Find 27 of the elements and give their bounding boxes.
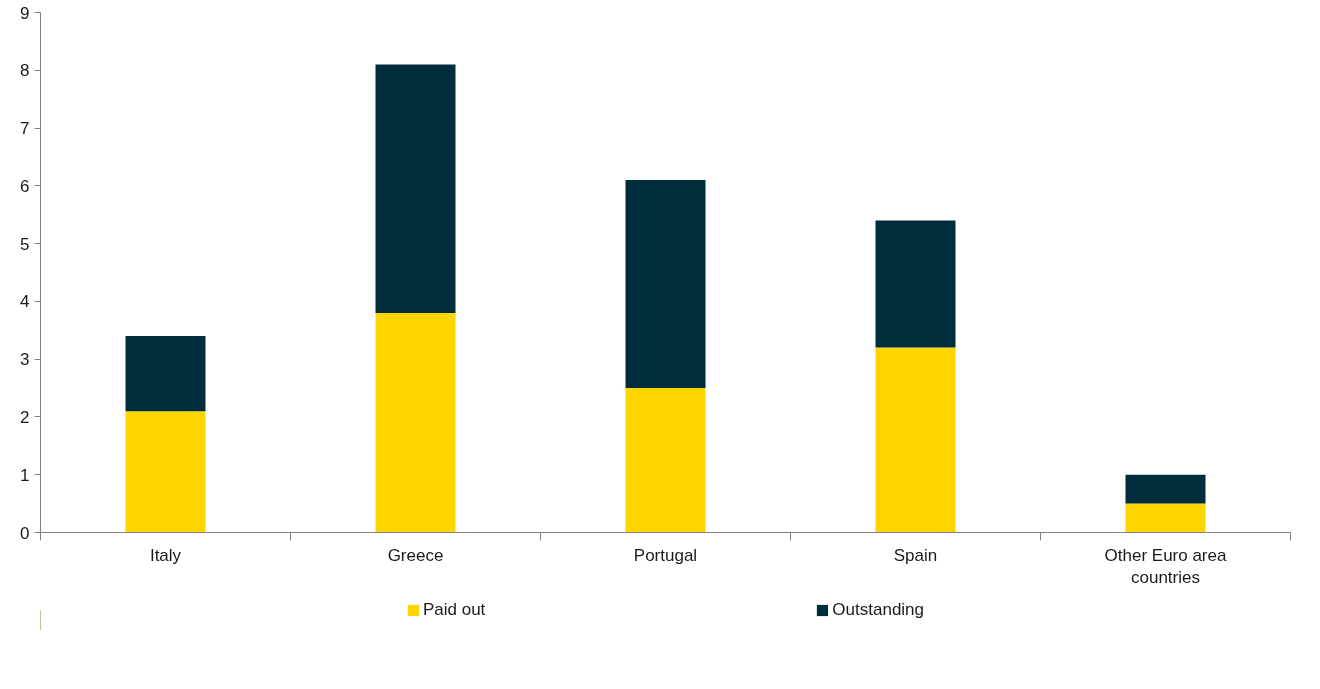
- bar: [125, 411, 206, 533]
- bar: [375, 312, 456, 533]
- y-tick-label: 4: [20, 292, 30, 312]
- bar: [875, 220, 956, 348]
- y-tick-label: 6: [20, 176, 30, 196]
- y-tick-label: 3: [20, 350, 30, 370]
- bar: [375, 64, 456, 313]
- y-tick-label: 8: [20, 61, 30, 81]
- y-tick-label: 9: [20, 3, 30, 23]
- x-tick-label: Italy: [149, 545, 182, 565]
- bar: [875, 347, 956, 533]
- x-tick-label: Greece: [387, 545, 444, 565]
- bar: [625, 388, 706, 533]
- legend-label: Outstanding: [832, 600, 925, 620]
- bar: [625, 180, 706, 389]
- y-tick-label: 0: [20, 523, 30, 543]
- y-tick-label: 7: [20, 119, 30, 139]
- x-tick-label: Other Euro area countries: [1104, 545, 1227, 588]
- bar: [1125, 474, 1206, 504]
- x-tick-label: Portugal: [633, 545, 698, 565]
- x-tick-label: Spain: [893, 545, 938, 565]
- y-tick-label: 2: [20, 407, 30, 427]
- bar: [1125, 503, 1206, 533]
- bar: [125, 336, 206, 412]
- y-tick-label: 5: [20, 234, 30, 254]
- legend-label: Paid out: [422, 600, 486, 620]
- y-tick-label: 1: [20, 465, 30, 485]
